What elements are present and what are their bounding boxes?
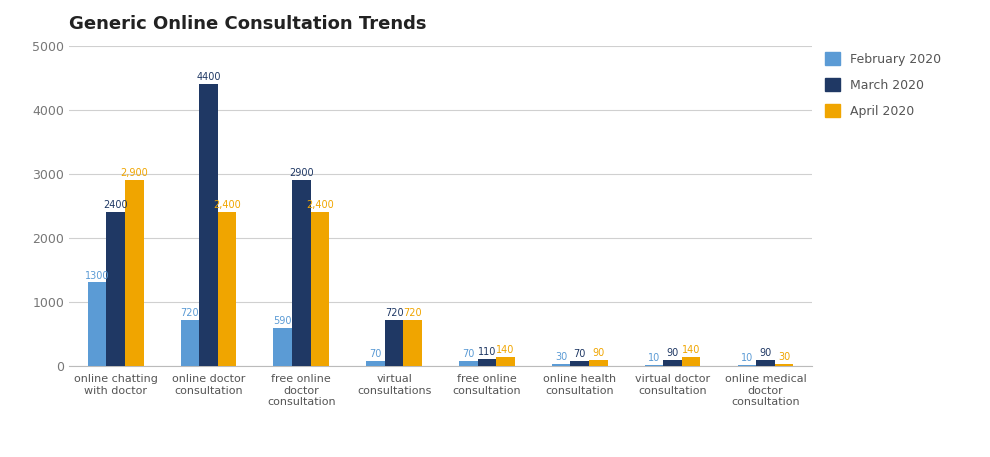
Text: 90: 90 bbox=[759, 348, 771, 358]
Text: 2400: 2400 bbox=[103, 200, 128, 210]
Bar bbox=[552, 364, 570, 366]
Text: 30: 30 bbox=[778, 352, 790, 362]
Text: 10: 10 bbox=[741, 353, 753, 363]
Legend: February 2020, March 2020, April 2020: February 2020, March 2020, April 2020 bbox=[826, 52, 941, 118]
Text: 4400: 4400 bbox=[196, 72, 221, 82]
Bar bbox=[199, 84, 218, 366]
Bar bbox=[311, 212, 329, 366]
Text: 90: 90 bbox=[592, 348, 605, 358]
Text: 720: 720 bbox=[180, 308, 199, 318]
Text: 590: 590 bbox=[273, 316, 292, 326]
Text: 140: 140 bbox=[682, 345, 700, 355]
Text: Generic Online Consultation Trends: Generic Online Consultation Trends bbox=[69, 15, 427, 33]
Bar bbox=[385, 319, 404, 366]
Bar bbox=[774, 364, 793, 366]
Bar bbox=[496, 356, 515, 366]
Text: 110: 110 bbox=[478, 347, 496, 356]
Text: 90: 90 bbox=[666, 348, 679, 358]
Text: 70: 70 bbox=[462, 349, 474, 359]
Bar bbox=[366, 361, 385, 366]
Bar bbox=[459, 361, 477, 366]
Text: 2,400: 2,400 bbox=[213, 200, 241, 210]
Bar bbox=[589, 360, 608, 366]
Bar bbox=[107, 212, 125, 366]
Bar bbox=[273, 328, 292, 366]
Bar bbox=[682, 356, 700, 366]
Bar bbox=[738, 365, 756, 366]
Text: 2,900: 2,900 bbox=[121, 168, 148, 178]
Bar bbox=[292, 180, 311, 366]
Text: 10: 10 bbox=[647, 353, 660, 363]
Text: 140: 140 bbox=[496, 345, 515, 355]
Bar bbox=[404, 319, 422, 366]
Text: 720: 720 bbox=[385, 308, 404, 318]
Bar bbox=[218, 212, 237, 366]
Text: 70: 70 bbox=[573, 349, 586, 359]
Bar bbox=[181, 319, 199, 366]
Bar bbox=[756, 360, 774, 366]
Bar bbox=[88, 282, 107, 366]
Bar bbox=[125, 180, 144, 366]
Bar bbox=[570, 361, 589, 366]
Bar bbox=[644, 365, 663, 366]
Text: 720: 720 bbox=[403, 308, 422, 318]
Text: 2,400: 2,400 bbox=[306, 200, 334, 210]
Bar bbox=[663, 360, 682, 366]
Bar bbox=[477, 359, 496, 366]
Text: 2900: 2900 bbox=[289, 168, 314, 178]
Text: 30: 30 bbox=[555, 352, 567, 362]
Text: 70: 70 bbox=[369, 349, 382, 359]
Text: 1300: 1300 bbox=[85, 271, 109, 281]
